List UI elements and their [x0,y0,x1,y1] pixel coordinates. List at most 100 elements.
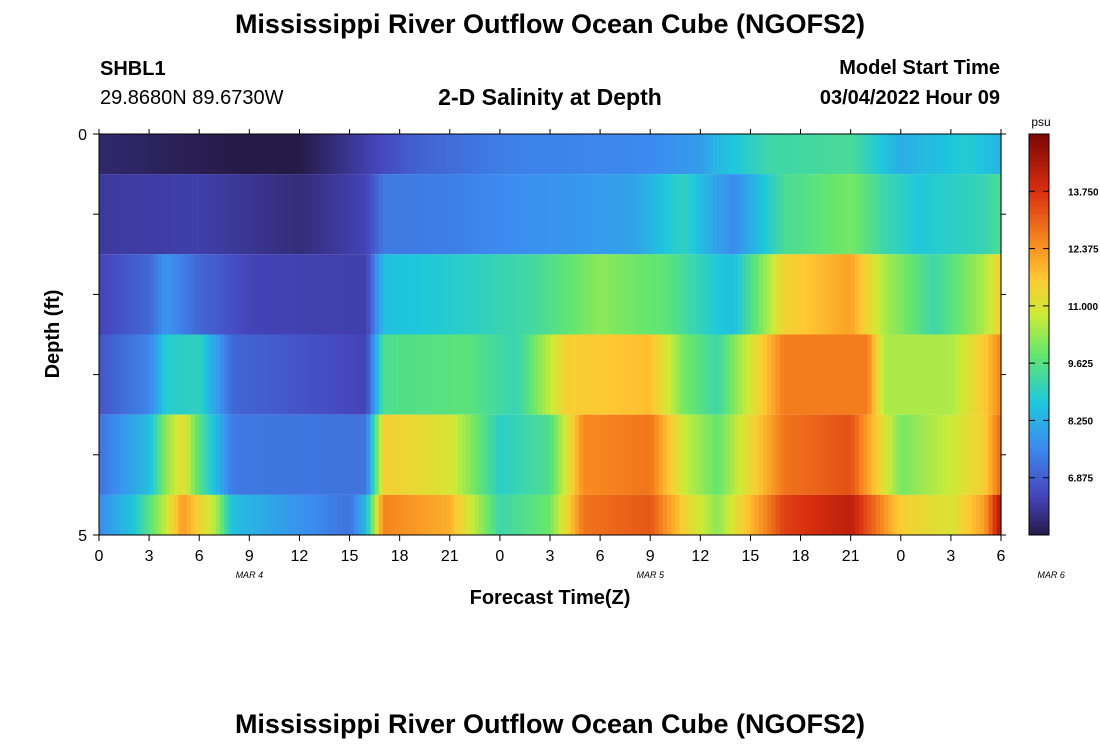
heatmap-cell [295,494,301,535]
heatmap-cell [483,174,488,255]
heatmap-cell [512,334,518,415]
heatmap-cell [700,174,706,255]
heatmap-cell [353,174,359,255]
heatmap-cell [733,134,739,175]
heatmap-cell [733,494,739,535]
heatmap-cell [316,414,321,495]
heatmap-cell [746,134,752,175]
heatmap-cell [854,334,860,415]
heatmap-cell [984,174,990,255]
heatmap-cell [186,334,192,415]
heatmap-cell [808,134,814,175]
heatmap-cell [733,174,739,255]
heatmap-cell [875,334,881,415]
heatmap-cell [591,174,597,255]
heatmap-cell [775,254,781,335]
heatmap-cell [779,334,785,415]
heatmap-cell [591,494,597,535]
heatmap-cell [587,134,593,175]
heatmap-cell [545,254,551,335]
heatmap-cell [257,254,263,335]
heatmap-cell [608,254,614,335]
heatmap-cell [437,254,443,335]
heatmap-cell [215,414,221,495]
heatmap-cell [771,254,777,335]
heatmap-cell [704,334,710,415]
heatmap-cell [529,494,534,535]
heatmap-cell [838,174,843,255]
heatmap-cell [103,414,108,495]
heatmap-cell [696,174,701,255]
heatmap-cell [311,334,317,415]
x-tick-label: 3 [145,548,154,565]
heatmap-cell [207,414,213,495]
heatmap-cell [107,254,113,335]
heatmap-cell [174,134,179,175]
heatmap-cell [266,414,271,495]
heatmap-cell [424,494,430,535]
heatmap-cell [717,334,722,415]
heatmap-cell [942,134,948,175]
heatmap-cell [683,334,689,415]
colorbar-tick-label: 9.625 [1068,359,1093,370]
heatmap-cell [504,494,509,535]
heatmap-cell [228,414,234,495]
heatmap-cell [737,254,743,335]
heatmap-cell [153,134,159,175]
heatmap-cell [491,134,497,175]
heatmap-cell [516,174,522,255]
heatmap-cell [742,254,747,335]
heatmap-cell [286,254,292,335]
heatmap-cell [491,494,497,535]
heatmap-cell [311,134,317,175]
heatmap-cell [520,414,526,495]
heatmap-cell [616,254,622,335]
heatmap-cell [650,494,655,535]
heatmap-cell [842,254,848,335]
heatmap-cell [879,254,885,335]
heatmap-cell [207,494,213,535]
heatmap-cell [679,174,685,255]
heatmap-cell [959,174,965,255]
heatmap-cell [959,334,965,415]
heatmap-cell [378,174,384,255]
heatmap-cell [529,134,534,175]
heatmap-cell [165,414,171,495]
heatmap-cell [671,494,676,535]
heatmap-cell [637,494,643,535]
heatmap-cell [337,174,342,255]
heatmap-cell [612,254,618,335]
heatmap-cell [195,494,200,535]
heatmap-cell [742,174,747,255]
heatmap-cell [762,334,768,415]
heatmap-cell [211,254,217,335]
heatmap-cell [391,414,397,495]
heatmap-cell [433,254,438,335]
heatmap-cell [178,334,184,415]
heatmap-cell [900,134,906,175]
heatmap-cell [963,174,969,255]
heatmap-cell [186,414,192,495]
heatmap-cell [829,174,835,255]
heatmap-cell [266,134,271,175]
heatmap-cell [483,414,488,495]
heatmap-cell [746,494,752,535]
heatmap-cell [144,494,150,535]
heatmap-cell [612,334,618,415]
heatmap-cell [458,334,463,415]
heatmap-cell [190,494,196,535]
heatmap-cell [700,414,706,495]
heatmap-cell [921,254,927,335]
heatmap-cell [971,334,977,415]
heatmap-cell [103,334,108,415]
heatmap-cell [779,174,785,255]
heatmap-cell [449,134,455,175]
heatmap-cell [140,134,146,175]
heatmap-cell [996,174,1002,255]
heatmap-cell [833,414,839,495]
heatmap-cell [99,334,104,415]
heatmap-cell [771,414,777,495]
heatmap-cell [124,174,129,255]
heatmap-cell [499,414,505,495]
heatmap-cell [215,494,221,535]
